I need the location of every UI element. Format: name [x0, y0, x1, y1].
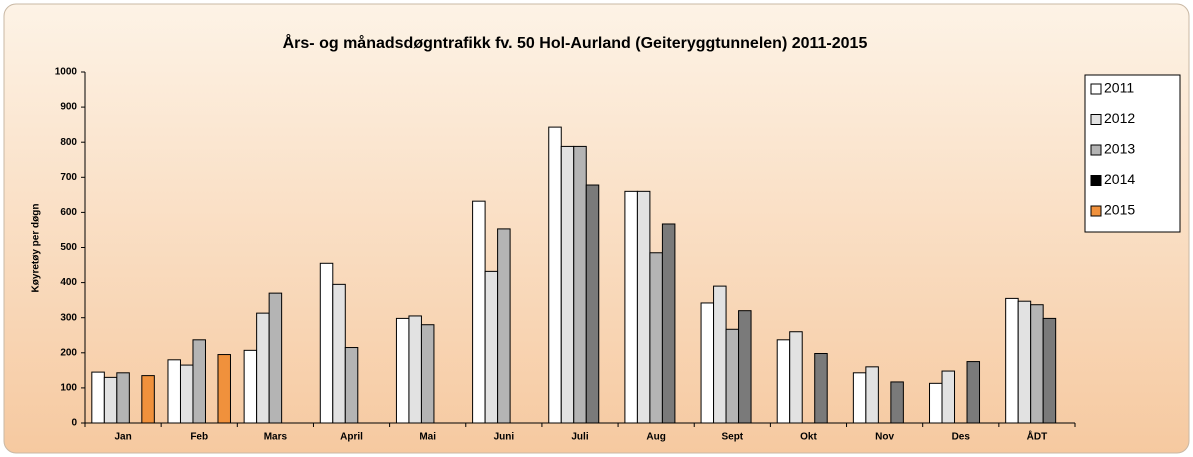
x-tick-label: April — [340, 432, 363, 443]
y-tick-label: 100 — [60, 383, 77, 394]
bar — [141, 375, 155, 424]
bar — [484, 270, 499, 424]
bar — [192, 339, 206, 424]
y-tick-label: 800 — [60, 137, 77, 148]
y-tick-label: 200 — [60, 347, 77, 358]
bar — [1005, 297, 1019, 424]
bar — [103, 376, 118, 424]
x-tick-label: Mars — [264, 432, 288, 443]
bar — [217, 354, 231, 424]
legend-label: 2012 — [1104, 110, 1135, 126]
x-tick-label: Aug — [646, 432, 665, 443]
x-tick-label: Feb — [190, 432, 208, 443]
bar — [814, 353, 828, 424]
y-tick-label: 300 — [60, 312, 77, 323]
x-tick-label: Des — [952, 432, 971, 443]
bar — [167, 359, 181, 424]
legend-label: 2011 — [1104, 80, 1134, 96]
legend-swatch — [1090, 114, 1102, 125]
y-tick-label: 1000 — [55, 67, 78, 78]
y-tick-label: 600 — [60, 207, 77, 218]
bar — [941, 370, 956, 424]
bar — [1042, 317, 1057, 424]
bar — [332, 283, 346, 424]
bar — [420, 324, 435, 424]
bar — [929, 382, 943, 424]
x-tick-label: ÅDT — [1027, 430, 1048, 443]
bar — [661, 223, 676, 424]
bar — [1030, 304, 1044, 424]
legend-label: 2014 — [1104, 171, 1135, 187]
bar — [395, 317, 410, 424]
x-tick-label: Nov — [875, 432, 894, 443]
x-tick-label: Jan — [114, 432, 131, 443]
bar — [636, 190, 651, 424]
chart-title: Års- og månadsdøgntrafikk fv. 50 Hol-Aur… — [283, 33, 868, 52]
bar — [243, 349, 258, 424]
bar — [573, 145, 587, 424]
bar — [865, 366, 879, 424]
bar — [789, 331, 803, 424]
y-tick-label: 400 — [60, 277, 77, 288]
legend-swatch — [1090, 175, 1102, 186]
y-tick-label: 700 — [60, 172, 77, 183]
x-tick-label: Juli — [571, 432, 588, 443]
legend-swatch — [1090, 144, 1102, 156]
x-tick-label: Mai — [419, 432, 436, 443]
bar — [890, 381, 904, 424]
legend-label: 2013 — [1104, 141, 1135, 157]
bar — [738, 310, 752, 424]
bar — [472, 200, 486, 424]
legend-swatch — [1090, 205, 1102, 217]
bar — [966, 361, 981, 424]
bar — [585, 184, 600, 424]
bar — [268, 292, 283, 424]
x-tick-label: Sept — [721, 432, 743, 443]
bar — [548, 126, 562, 424]
bar — [179, 364, 194, 424]
bar — [649, 252, 663, 424]
bar — [624, 190, 638, 424]
bar — [344, 347, 359, 424]
y-tick-label: 900 — [60, 102, 77, 113]
legend-label: 2015 — [1104, 202, 1135, 218]
x-tick-label: Okt — [800, 432, 817, 443]
bar — [91, 371, 105, 424]
bar — [776, 339, 791, 424]
y-tick-label: 0 — [71, 418, 77, 429]
bar — [497, 228, 511, 424]
y-axis-title: Køyretøy per døgn — [31, 204, 42, 293]
bar — [319, 262, 334, 424]
y-tick-label: 500 — [60, 242, 77, 253]
bar — [560, 145, 575, 424]
x-tick-label: Juni — [494, 432, 515, 443]
bar — [713, 285, 727, 424]
bar — [852, 372, 867, 424]
bar — [116, 372, 130, 424]
bar — [1017, 300, 1032, 424]
bar — [256, 312, 270, 424]
bar — [700, 302, 715, 424]
legend-swatch — [1090, 83, 1102, 95]
bar — [408, 315, 422, 424]
bar — [725, 328, 740, 424]
